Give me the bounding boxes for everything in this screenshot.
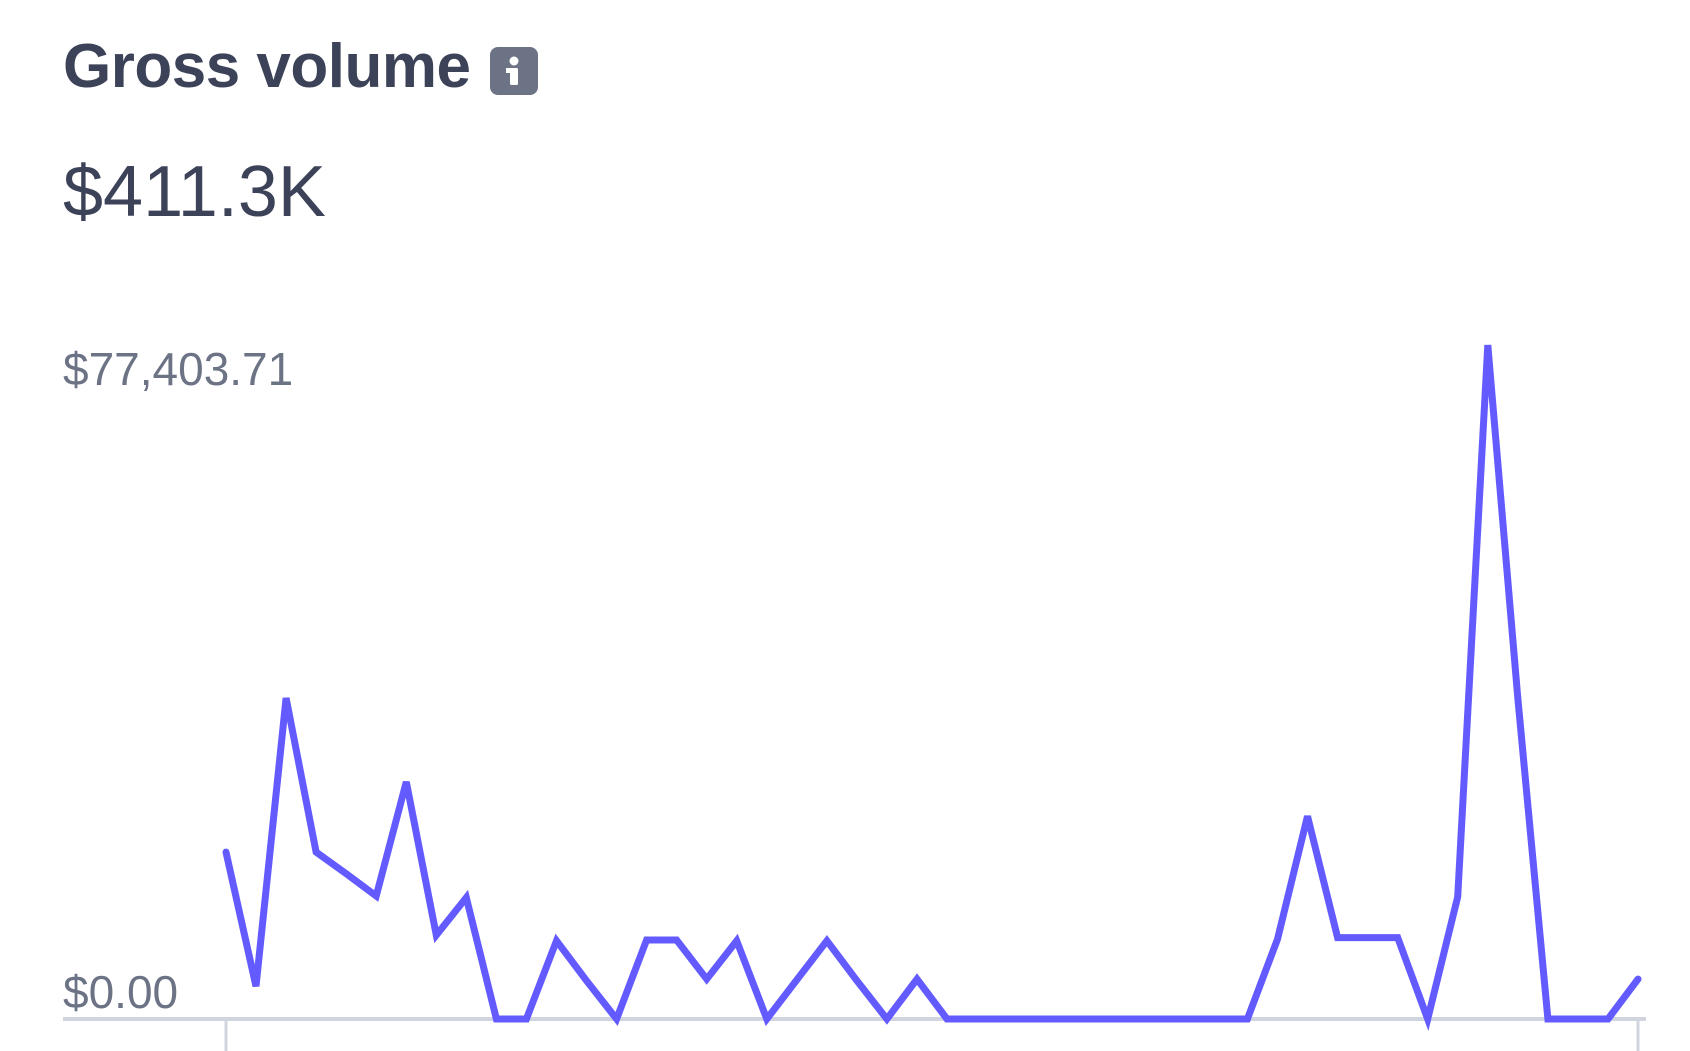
data-point[interactable] xyxy=(426,925,446,945)
data-point[interactable] xyxy=(1117,1009,1137,1029)
data-point[interactable] xyxy=(1478,335,1498,355)
data-point[interactable] xyxy=(1147,1009,1167,1029)
data-point[interactable] xyxy=(1057,1009,1077,1029)
data-point[interactable] xyxy=(1237,1009,1257,1029)
data-point[interactable] xyxy=(817,931,837,951)
data-point[interactable] xyxy=(366,886,386,906)
data-point[interactable] xyxy=(276,688,296,708)
data-point[interactable] xyxy=(516,1009,536,1029)
data-point[interactable] xyxy=(1628,969,1648,989)
data-point[interactable] xyxy=(1207,1009,1227,1029)
data-point[interactable] xyxy=(1388,928,1408,948)
data-point[interactable] xyxy=(216,842,236,862)
data-point[interactable] xyxy=(1508,688,1528,708)
data-point[interactable] xyxy=(877,1009,897,1029)
data-point[interactable] xyxy=(967,1009,987,1029)
data-point[interactable] xyxy=(1538,1009,1558,1029)
data-point[interactable] xyxy=(456,888,476,908)
data-point[interactable] xyxy=(246,976,266,996)
data-point[interactable] xyxy=(937,1009,957,1029)
data-point[interactable] xyxy=(1087,1009,1107,1029)
data-point[interactable] xyxy=(1598,1009,1618,1029)
data-point[interactable] xyxy=(697,969,717,989)
data-point[interactable] xyxy=(306,842,326,862)
data-point[interactable] xyxy=(637,930,657,950)
data-point[interactable] xyxy=(1418,1009,1438,1029)
data-point[interactable] xyxy=(1298,806,1318,826)
data-point[interactable] xyxy=(907,969,927,989)
data-point[interactable] xyxy=(1268,929,1288,949)
data-point[interactable] xyxy=(1328,928,1348,948)
chart-header: Gross volume xyxy=(63,32,539,101)
data-point[interactable] xyxy=(847,971,867,991)
total-volume: $411.3K xyxy=(63,152,326,232)
data-point[interactable] xyxy=(1027,1009,1047,1029)
data-point[interactable] xyxy=(667,930,687,950)
y-tick-label-min: $0.00 xyxy=(63,966,178,1018)
data-point[interactable] xyxy=(607,1009,627,1029)
series-line xyxy=(222,344,1642,1031)
data-point[interactable] xyxy=(1568,1009,1588,1029)
data-point[interactable] xyxy=(486,1009,506,1029)
data-point[interactable] xyxy=(997,1009,1017,1029)
series-layer xyxy=(216,335,1648,1031)
data-point[interactable] xyxy=(727,931,747,951)
data-point[interactable] xyxy=(1358,928,1378,948)
data-point[interactable] xyxy=(1177,1009,1197,1029)
data-point[interactable] xyxy=(757,1009,777,1029)
info-icon[interactable] xyxy=(490,47,539,95)
data-point[interactable] xyxy=(1448,887,1468,907)
data-point[interactable] xyxy=(396,772,416,792)
info-icon-glyph xyxy=(506,56,519,85)
data-point[interactable] xyxy=(787,970,807,990)
data-point[interactable] xyxy=(577,971,597,991)
y-tick-label-max: $77,403.71 xyxy=(63,343,293,395)
data-point[interactable] xyxy=(336,864,356,884)
chart-title: Gross volume xyxy=(63,32,471,101)
data-point[interactable] xyxy=(547,931,567,951)
